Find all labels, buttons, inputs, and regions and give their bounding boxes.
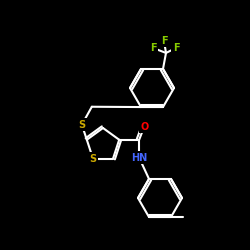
Text: F: F: [173, 43, 179, 53]
Text: O: O: [140, 122, 148, 132]
Text: S: S: [90, 154, 96, 164]
Text: F: F: [161, 36, 167, 46]
Text: F: F: [150, 43, 156, 53]
Text: HN: HN: [131, 153, 147, 163]
Text: S: S: [78, 120, 86, 130]
